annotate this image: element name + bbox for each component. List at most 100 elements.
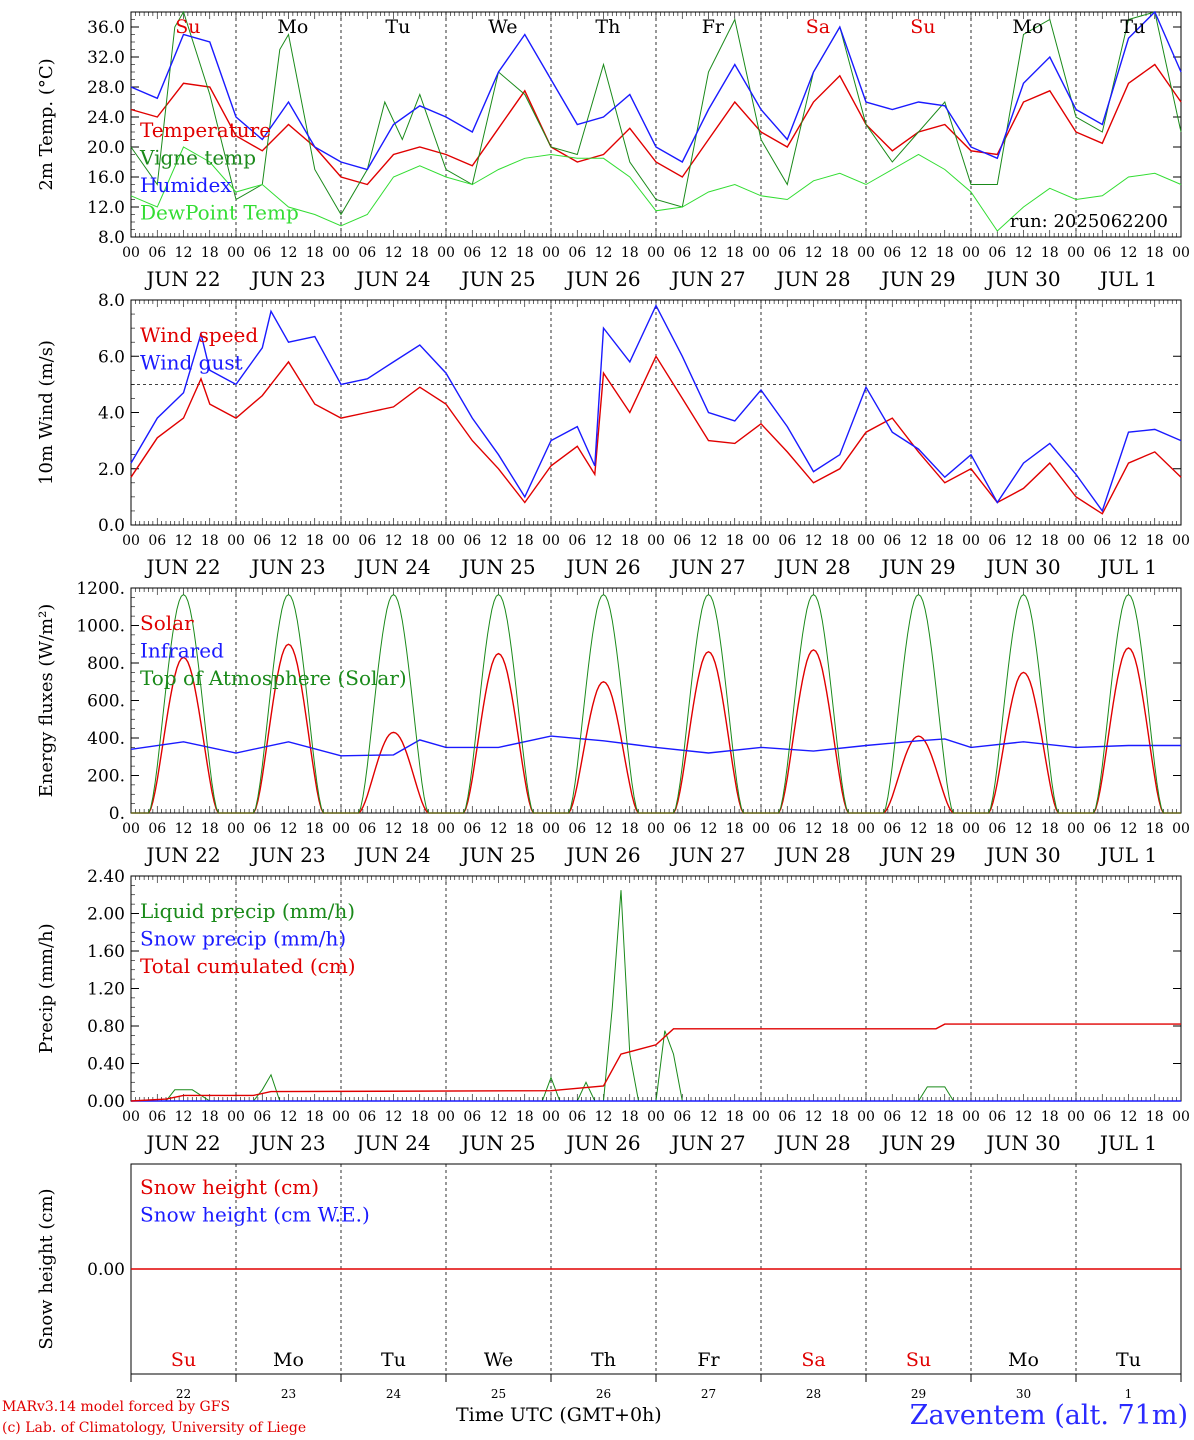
series-line-humidex [130,10,1182,171]
x-hour-label: 12 [490,533,508,549]
x-hour-label: 00 [1067,533,1085,549]
x-hour-label: 18 [1146,245,1164,261]
x-date-label: JUN 25 [459,555,535,579]
x-hour-label: 00 [437,533,455,549]
day-of-week-label: Fr [697,1349,720,1371]
x-hour-label: 12 [1120,533,1138,549]
x-date-label: JUN 23 [249,843,325,867]
y-axis-label: Precip (mm/h) [36,923,57,1053]
panel-2 [130,299,1182,526]
x-date-label: JUN 27 [669,555,745,579]
x-date-label: JUL 1 [1098,1131,1157,1155]
panel-frame [130,299,1182,526]
x-hour-label: 00 [332,245,350,261]
x-date-label: JUN 27 [669,843,745,867]
x-hour-label: 18 [831,1109,849,1125]
x-hour-label: 06 [358,1109,376,1125]
x-hour-label: 00 [332,533,350,549]
x-hour-label: 00 [962,533,980,549]
x-hour-label: 12 [1015,245,1033,261]
x-date-label: JUN 23 [249,267,325,291]
x-hour-label: 00 [857,245,875,261]
series-line-wind-gust [130,304,1182,513]
day-of-week-label: Tu [1120,16,1145,38]
x-hour-label: 12 [595,245,613,261]
x-hour-label: 18 [831,533,849,549]
day-of-week-label: Th [595,16,620,38]
x-date-label: JUN 29 [879,843,955,867]
x-hour-label: 00 [227,533,245,549]
day-of-week-label: Su [906,1349,931,1371]
y-tick-label: 2.0 [98,460,125,480]
legend-entry: Liquid precip (mm/h) [140,899,355,923]
x-date-label: JUN 29 [879,555,955,579]
x-date-label: JUN 30 [984,555,1060,579]
x-hour-label: 18 [1146,1109,1164,1125]
y-axis-label: 10m Wind (m/s) [36,340,57,485]
x-hour-label: 06 [673,821,691,837]
x-date-label: JUN 25 [459,267,535,291]
x-hour-label: 06 [1093,533,1111,549]
x-hour-label: 12 [910,245,928,261]
x-hour-label: 00 [437,245,455,261]
y-tick-label: 36.0 [87,18,125,38]
x-hour-label: 18 [1041,533,1059,549]
x-hour-label: 18 [201,821,219,837]
day-number-label: 27 [701,1387,716,1401]
y-tick-label: 400. [87,729,125,749]
x-hour-label: 18 [306,245,324,261]
x-hour-label: 06 [1093,821,1111,837]
day-number-label: 28 [806,1387,821,1401]
x-hour-label: 18 [306,821,324,837]
x-hour-label: 00 [962,821,980,837]
x-hour-label: 18 [516,821,534,837]
x-hour-label: 18 [1041,245,1059,261]
y-tick-label: 200. [87,767,125,787]
x-hour-label: 18 [1146,821,1164,837]
x-hour-label: 06 [673,245,691,261]
x-hour-label: 00 [752,533,770,549]
time-axis-title: Time UTC (GMT+0h) [456,1404,662,1426]
x-date-label: JUN 24 [354,267,430,291]
series-line-top-of-atmosphere-solar- [131,593,1181,814]
y-tick-label: 600. [87,692,125,712]
y-tick-label: 1.60 [87,942,125,962]
credit-line-2: (c) Lab. of Climatology, University of L… [2,1420,307,1436]
day-number-label: 22 [176,1387,191,1401]
x-hour-label: 06 [883,1109,901,1125]
x-hour-label: 00 [122,821,140,837]
x-hour-label: 06 [148,1109,166,1125]
day-of-week-label: Tu [1116,1349,1141,1371]
x-date-label: JUN 25 [459,1131,535,1155]
x-hour-label: 12 [385,821,403,837]
x-hour-label: 00 [437,1109,455,1125]
x-hour-label: 12 [490,245,508,261]
x-hour-label: 06 [358,533,376,549]
day-number-label: 30 [1016,1387,1031,1401]
x-hour-label: 18 [411,821,429,837]
x-hour-label: 12 [1120,1109,1138,1125]
day-of-week-label: We [484,1349,513,1371]
x-date-label: JUN 26 [564,267,640,291]
x-hour-label: 06 [883,245,901,261]
y-tick-label: 0.00 [87,1092,125,1112]
x-hour-label: 00 [857,821,875,837]
x-date-label: JUN 30 [984,267,1060,291]
x-hour-label: 00 [227,821,245,837]
panel-3 [130,587,1182,814]
day-of-week-label: Mo [1012,16,1043,38]
y-tick-label: 0.80 [87,1017,125,1037]
x-date-label: JUN 23 [249,1131,325,1155]
x-hour-label: 06 [253,533,271,549]
x-date-label: JUN 28 [774,843,850,867]
y-axis-label: Snow height (cm) [36,1188,57,1349]
y-tick-label: 8.0 [98,228,125,248]
x-hour-label: 12 [595,821,613,837]
x-hour-label: 06 [673,533,691,549]
x-hour-label: 12 [910,1109,928,1125]
day-of-week-label: Fr [702,16,725,38]
x-date-label: JUN 27 [669,267,745,291]
x-hour-label: 18 [936,821,954,837]
x-hour-label: 18 [306,533,324,549]
x-hour-label: 12 [280,821,298,837]
